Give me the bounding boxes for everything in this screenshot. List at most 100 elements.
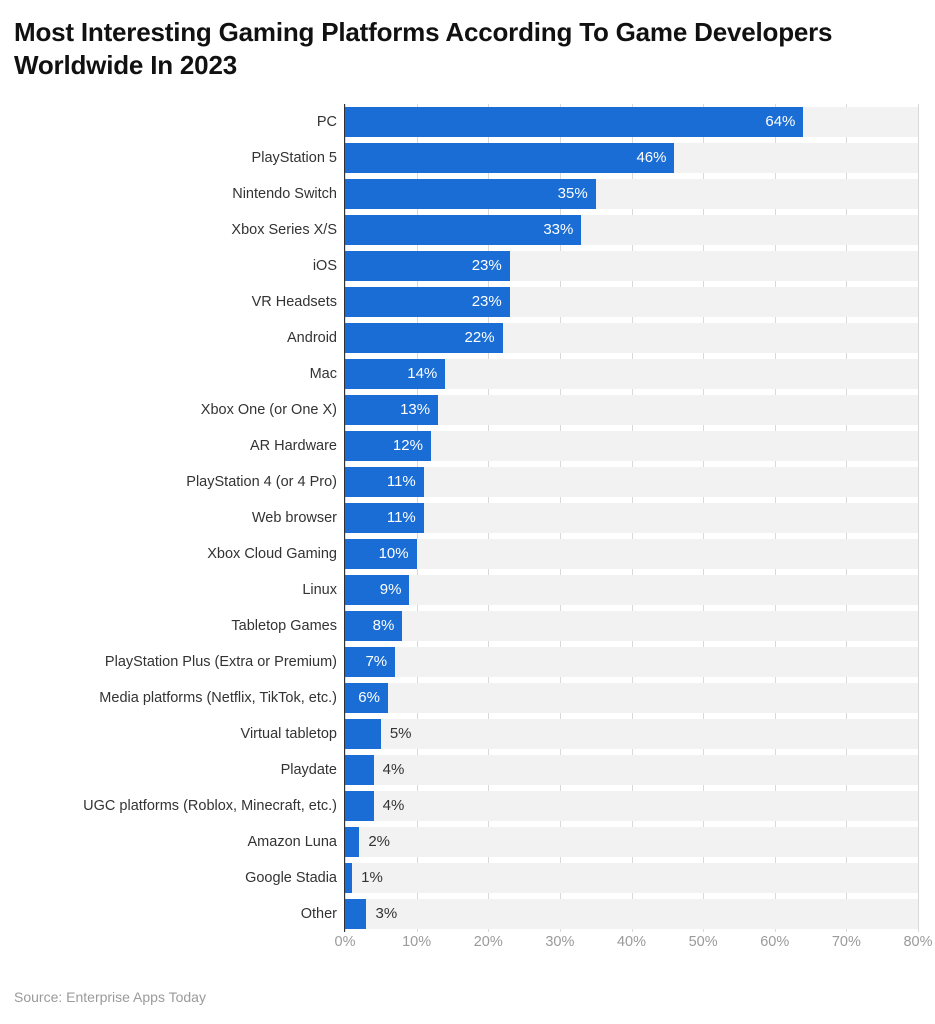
row-band <box>345 899 918 929</box>
bar[interactable] <box>345 683 388 713</box>
bar-row: 13% <box>345 395 918 425</box>
bar[interactable] <box>345 179 596 209</box>
bar[interactable] <box>345 863 353 893</box>
row-band <box>345 431 918 461</box>
bar-row: 2% <box>345 827 918 857</box>
row-band <box>345 755 918 785</box>
bar[interactable] <box>345 755 374 785</box>
bar-value-label: 33% <box>543 221 574 238</box>
y-axis-label: VR Headsets <box>251 294 337 310</box>
gridline-80pct <box>918 104 919 932</box>
y-axis-label: Linux <box>302 582 337 598</box>
y-axis-label: Xbox Series X/S <box>231 222 337 238</box>
row-band <box>345 611 918 641</box>
bar-value-label: 11% <box>386 509 416 526</box>
bar-rows: 64% 46% 35% 33% 23% 23% 22% 14% 13% 12% 11% 11% 10% 9… <box>345 104 918 932</box>
bar[interactable] <box>345 143 675 173</box>
row-band <box>345 683 918 713</box>
bar[interactable] <box>345 575 410 605</box>
x-tick-label: 0% <box>334 934 356 950</box>
bar-row: 11% <box>345 503 918 533</box>
x-tick-label: 30% <box>545 934 575 950</box>
bar-row: 9% <box>345 575 918 605</box>
bar-value-label: 1% <box>361 869 383 886</box>
bar-row: 5% <box>345 719 918 749</box>
row-band <box>345 395 918 425</box>
bar-value-label: 8% <box>372 617 395 634</box>
bar[interactable] <box>345 323 503 353</box>
row-band <box>345 539 918 569</box>
x-tick-label: 40% <box>616 934 647 950</box>
x-tick-label: 80% <box>903 934 933 950</box>
y-axis-label: AR Hardware <box>249 438 337 454</box>
bar-value-label: 3% <box>375 905 398 922</box>
bar[interactable] <box>345 107 804 137</box>
row-band <box>345 791 918 821</box>
x-tick-label: 60% <box>760 934 790 950</box>
y-axis-label: Xbox Cloud Gaming <box>207 546 337 562</box>
row-band <box>345 863 918 893</box>
bar-value-label: 4% <box>382 761 405 778</box>
bar[interactable] <box>345 287 510 317</box>
bar-value-label: 13% <box>400 401 431 418</box>
bar-row: 12% <box>345 431 918 461</box>
x-tick-label: 50% <box>688 934 718 950</box>
bar[interactable] <box>345 215 582 245</box>
bar-value-label: 4% <box>382 797 405 814</box>
y-axis-label: Virtual tabletop <box>240 726 337 742</box>
bar[interactable] <box>345 503 424 533</box>
row-band <box>345 467 918 497</box>
bar-value-label: 10% <box>378 545 409 562</box>
bar-row: 35% <box>345 179 918 209</box>
bar[interactable] <box>345 359 446 389</box>
bar[interactable] <box>345 395 439 425</box>
bar-row: 46% <box>345 143 918 173</box>
bar-value-label: 9% <box>379 581 402 598</box>
bar[interactable] <box>345 827 360 857</box>
row-band <box>345 827 918 857</box>
bar-row: 1% <box>345 863 918 893</box>
bar-value-label: 7% <box>365 653 388 670</box>
y-axis-label: PlayStation 4 (or 4 Pro) <box>186 474 337 490</box>
bar-value-label: 2% <box>368 833 390 850</box>
y-axis-label: Mac <box>309 366 337 382</box>
y-axis-label: Other <box>300 906 337 922</box>
bar-row: 64% <box>345 107 918 137</box>
bar-row: 8% <box>345 611 918 641</box>
y-axis-label: iOS <box>312 258 337 274</box>
x-tick-label: 70% <box>831 934 861 950</box>
bar[interactable] <box>345 791 374 821</box>
x-axis-tick-labels: 0% 10% 20% 30% 40% 50% 60% 70% 80% <box>335 934 933 958</box>
y-axis-label: Tabletop Games <box>231 618 337 634</box>
y-axis-label: PC <box>316 114 337 130</box>
bar-row: 10% <box>345 539 918 569</box>
bar-row: 23% <box>345 251 918 281</box>
bar-value-label: 5% <box>389 725 412 742</box>
bar[interactable] <box>345 431 431 461</box>
bar[interactable] <box>345 539 417 569</box>
bar[interactable] <box>345 467 424 497</box>
y-axis-label: Amazon Luna <box>247 834 337 850</box>
bar-row: 23% <box>345 287 918 317</box>
y-axis-label: PlayStation 5 <box>251 150 337 166</box>
bar[interactable] <box>345 899 367 929</box>
source-note: Source: Enterprise Apps Today <box>14 989 206 1005</box>
y-axis-label: Google Stadia <box>245 870 337 886</box>
bar-row: 6% <box>345 683 918 713</box>
bar-value-label: 35% <box>557 185 588 202</box>
bar-value-label: 6% <box>358 689 380 706</box>
bar-value-label: 11% <box>386 473 416 490</box>
x-tick-label: 10% <box>402 934 432 950</box>
bar-value-label: 46% <box>636 149 667 166</box>
bar[interactable] <box>345 611 403 641</box>
y-axis-label: Web browser <box>251 510 337 526</box>
bar-value-label: 23% <box>471 257 502 274</box>
bar[interactable] <box>345 647 396 677</box>
bar[interactable] <box>345 251 510 281</box>
bar[interactable] <box>345 719 381 749</box>
y-axis-label: Android <box>287 330 337 346</box>
y-axis-label: Media platforms (Netflix, TikTok, etc.) <box>99 690 337 706</box>
bar-row: 4% <box>345 755 918 785</box>
row-band <box>345 575 918 605</box>
